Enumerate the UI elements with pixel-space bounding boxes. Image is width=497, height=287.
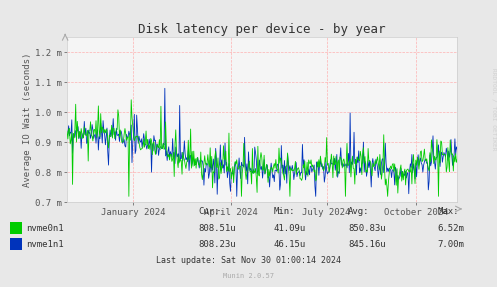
Title: Disk latency per device - by year: Disk latency per device - by year: [139, 23, 386, 36]
Text: 46.15u: 46.15u: [273, 240, 306, 249]
Text: RRDTOOL / TOBI OETIKER: RRDTOOL / TOBI OETIKER: [491, 68, 496, 150]
Text: 808.51u: 808.51u: [199, 224, 237, 233]
Text: Cur:: Cur:: [199, 207, 220, 216]
Y-axis label: Average IO Wait (seconds): Average IO Wait (seconds): [23, 53, 32, 187]
Text: Avg:: Avg:: [348, 207, 369, 216]
Text: Munin 2.0.57: Munin 2.0.57: [223, 274, 274, 279]
Text: nvme1n1: nvme1n1: [26, 240, 64, 249]
Text: 6.52m: 6.52m: [437, 224, 464, 233]
Text: 850.83u: 850.83u: [348, 224, 386, 233]
Text: 808.23u: 808.23u: [199, 240, 237, 249]
Text: 845.16u: 845.16u: [348, 240, 386, 249]
Text: Min:: Min:: [273, 207, 295, 216]
Text: Last update: Sat Nov 30 01:00:14 2024: Last update: Sat Nov 30 01:00:14 2024: [156, 256, 341, 265]
Text: nvme0n1: nvme0n1: [26, 224, 64, 233]
Text: 41.09u: 41.09u: [273, 224, 306, 233]
Text: Max:: Max:: [437, 207, 459, 216]
Text: 7.00m: 7.00m: [437, 240, 464, 249]
